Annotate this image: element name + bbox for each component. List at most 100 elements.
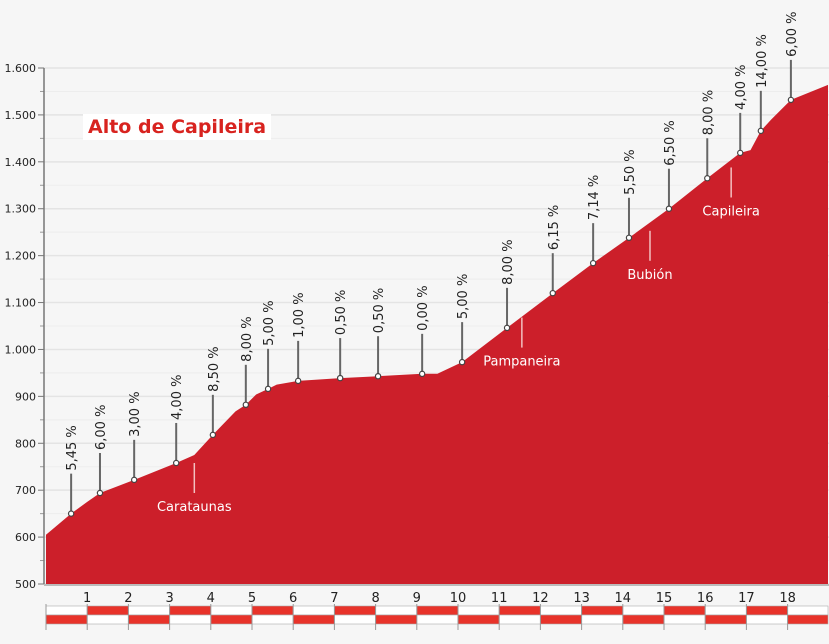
y-tick-label: 900 <box>15 390 36 403</box>
grade-label-14: 7,14 % <box>587 175 602 220</box>
grade-label-12: 8,00 % <box>501 239 516 284</box>
y-tick-label: 1.400 <box>5 156 37 169</box>
km-bar-top <box>251 605 294 616</box>
y-tick-label: 1.300 <box>5 203 37 216</box>
km-bar-bottom <box>663 614 706 625</box>
grade-label-18: 4,00 % <box>734 64 749 109</box>
grade-marker <box>625 234 633 242</box>
x-tick-label: 4 <box>207 591 215 606</box>
x-tick-label: 8 <box>371 591 379 606</box>
km-bar-top <box>169 605 212 616</box>
y-tick-label: 700 <box>15 484 36 497</box>
grade-marker <box>96 489 104 497</box>
elevation-area <box>46 84 828 585</box>
place-label-0: Carataunas <box>157 500 232 515</box>
x-tick-label: 17 <box>738 591 755 606</box>
grade-marker <box>704 175 711 182</box>
x-tick-label: 1 <box>83 591 91 606</box>
grade-marker <box>209 431 217 439</box>
km-bar-top <box>45 605 88 616</box>
x-tick-label: 12 <box>532 591 549 606</box>
grade-label-4: 8,50 % <box>207 346 222 391</box>
x-tick-label: 2 <box>124 591 132 606</box>
km-bar-top <box>581 605 624 616</box>
y-tick-label: 800 <box>15 437 36 450</box>
x-tick-label: 9 <box>413 591 421 606</box>
km-bar-top <box>86 605 129 616</box>
km-bar-bottom <box>457 614 500 625</box>
x-tick-label: 11 <box>491 591 508 606</box>
grade-label-17: 8,00 % <box>701 90 716 135</box>
grade-label-9: 0,50 % <box>372 288 387 333</box>
y-tick-label: 1.500 <box>5 109 37 122</box>
km-bar-bottom <box>292 614 335 625</box>
grade-label-6: 5,00 % <box>262 300 277 345</box>
km-bar-bottom <box>416 614 459 625</box>
km-bar-top <box>292 605 335 616</box>
grade-marker <box>336 374 344 382</box>
x-tick-label: 15 <box>656 591 673 606</box>
x-tick-label: 5 <box>248 591 256 606</box>
grade-marker <box>67 510 75 517</box>
km-bar-bottom <box>128 614 170 625</box>
chart-title: Alto de Capileira <box>83 114 272 140</box>
km-bar-top <box>704 605 747 616</box>
km-bar-bottom <box>704 614 747 625</box>
km-bar-bottom <box>210 614 253 625</box>
grade-label-20: 6,00 % <box>785 11 800 56</box>
grade-label-7: 1,00 % <box>292 292 307 337</box>
x-tick-label: 14 <box>615 591 632 606</box>
grade-label-2: 3,00 % <box>128 391 143 436</box>
grade-marker <box>665 205 673 212</box>
grade-label-15: 5,50 % <box>623 149 638 194</box>
km-bar-bottom <box>622 614 665 625</box>
grade-marker <box>374 372 382 380</box>
km-bar-bottom <box>86 614 129 625</box>
km-bar-bottom <box>746 614 788 625</box>
place-label-3: Capileira <box>702 204 759 219</box>
grade-label-8: 0,50 % <box>334 290 349 335</box>
km-bar-top <box>622 605 665 616</box>
km-bar-bottom <box>498 614 541 625</box>
grade-label-1: 6,00 % <box>94 405 109 450</box>
y-tick-label: 1.100 <box>5 297 37 310</box>
grade-marker <box>130 476 138 484</box>
km-bar-bottom <box>334 614 376 625</box>
grade-label-3: 4,00 % <box>170 375 185 420</box>
km-bar-top <box>457 605 500 616</box>
grade-marker <box>549 289 556 297</box>
km-bar-bottom <box>787 614 829 625</box>
y-tick-label: 1.200 <box>5 250 37 263</box>
grade-label-0: 5,45 % <box>65 425 80 470</box>
grade-label-19: 14,00 % <box>755 34 770 88</box>
grade-marker <box>787 96 795 104</box>
grade-marker <box>503 324 511 332</box>
grade-marker <box>458 358 466 366</box>
x-tick-label: 6 <box>289 591 297 606</box>
place-label-1: Pampaneira <box>483 355 560 370</box>
km-bar-top <box>540 605 582 616</box>
km-bar-top <box>210 605 253 616</box>
km-bar-top <box>416 605 459 616</box>
grade-label-16: 6,50 % <box>663 120 678 165</box>
y-tick-label: 1.000 <box>5 343 37 356</box>
grade-marker <box>264 385 272 393</box>
km-bar-top <box>663 605 706 616</box>
x-tick-label: 3 <box>165 591 173 606</box>
km-bar-top <box>375 605 418 616</box>
km-bar-top <box>746 605 788 616</box>
km-bar-bottom <box>251 614 294 625</box>
km-bar-bottom <box>540 614 582 625</box>
grade-label-10: 0,00 % <box>416 285 431 330</box>
grade-marker <box>737 149 744 157</box>
grade-marker <box>172 459 180 467</box>
x-tick-label: 10 <box>450 591 467 606</box>
grade-label-5: 8,00 % <box>240 316 255 361</box>
x-tick-label: 18 <box>779 591 796 606</box>
x-tick-label: 13 <box>573 591 590 606</box>
km-bar-top <box>334 605 376 616</box>
x-tick-label: 16 <box>697 591 714 606</box>
km-bar-bottom <box>581 614 624 625</box>
km-bar-bottom <box>375 614 418 625</box>
grade-label-11: 5,00 % <box>456 274 471 319</box>
